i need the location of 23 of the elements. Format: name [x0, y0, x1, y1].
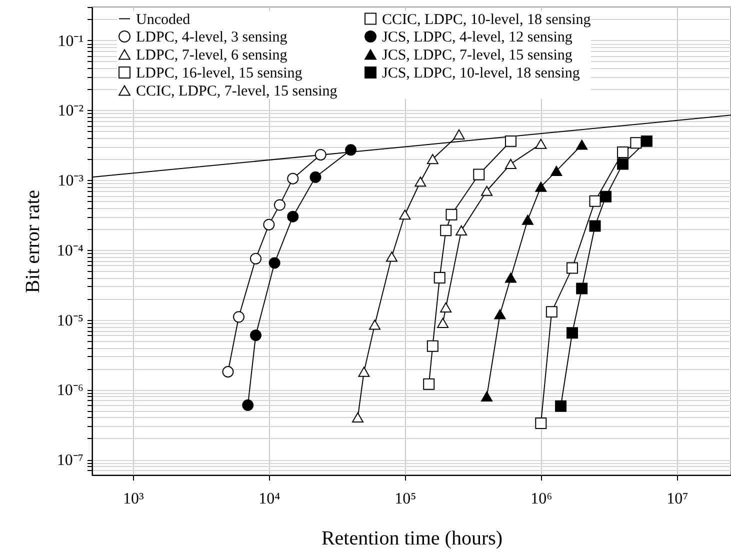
legend-label: JCS, LDPC, 7-level, 15 sensing	[382, 48, 573, 64]
x-axis-title: Retention time (hours)	[321, 528, 503, 550]
legend-label: LDPC, 4-level, 3 sensing	[136, 30, 288, 46]
y-tick-label: 10⁻⁷	[56, 452, 84, 469]
legend-label: CCIC, LDPC, 10-level, 18 sensing	[382, 12, 592, 28]
legend-label: LDPC, 7-level, 6 sensing	[136, 48, 288, 64]
y-tick-label: 10⁻⁶	[56, 382, 84, 400]
x-tick-label: 10³	[123, 490, 144, 508]
x-tick-label: 10⁴	[258, 490, 281, 508]
x-tick-label: 10⁶	[530, 490, 552, 508]
x-tick-label: 10⁷	[666, 490, 688, 508]
legend-label: LDPC, 16-level, 15 sensing	[136, 66, 303, 82]
y-tick-label: 10⁻¹	[58, 32, 84, 50]
y-axis-title: Bit error rate	[22, 190, 44, 294]
x-tick-label: 10⁵	[394, 490, 416, 508]
y-tick-label: 10⁻⁵	[56, 312, 84, 330]
legend-label: CCIC, LDPC, 7-level, 15 sensing	[136, 84, 338, 100]
y-tick-label: 10⁻²	[58, 102, 84, 120]
legend-label: JCS, LDPC, 10-level, 18 sensing	[382, 66, 580, 82]
y-tick-label: 10⁻³	[58, 172, 84, 190]
y-tick-label: 10⁻⁴	[56, 242, 84, 260]
legend-label: Uncoded	[136, 12, 191, 28]
legend-label: JCS, LDPC, 4-level, 12 sensing	[382, 30, 573, 46]
